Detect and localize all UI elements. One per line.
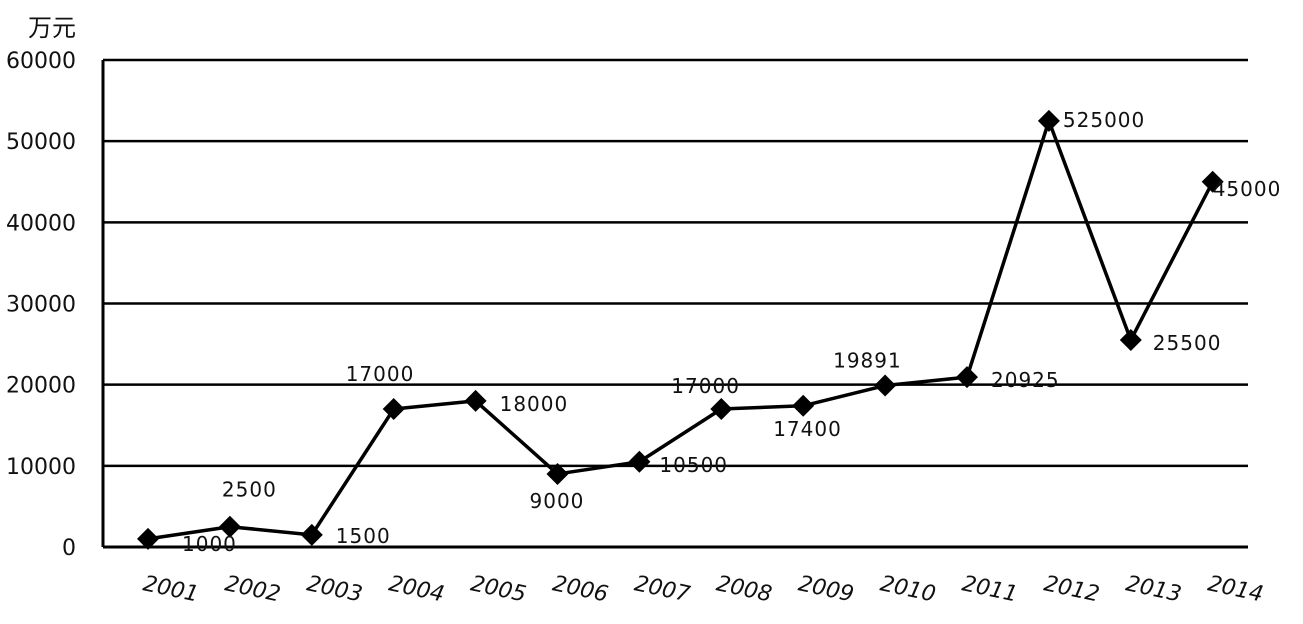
data-point-marker [956,366,978,389]
data-point-marker [382,398,405,421]
data-label: 19891 [833,349,902,373]
x-tick-label: 2013 [1124,571,1184,607]
x-tick-label: 2002 [223,571,283,607]
data-point-marker [1201,170,1224,193]
data-label: 10500 [659,453,728,477]
x-tick-label: 2008 [714,571,774,607]
series-line [147,119,1215,541]
x-tick-label: 2003 [305,571,365,607]
data-point-marker [546,462,569,485]
data-label: 17000 [346,362,415,386]
series-layer [137,109,1224,550]
y-tick-label: 0 [62,536,76,561]
data-label: 525000 [1063,108,1145,132]
x-axis-ticks: 2001 2002 2003 2004 2005 2006 2007 2008 2009 2010… [141,571,1266,607]
data-point-marker [218,515,241,538]
x-tick-label: 2012 [1042,571,1102,607]
data-point-marker [300,523,323,546]
data-label: 1500 [336,524,391,548]
data-label: 9000 [530,489,585,513]
y-tick-label: 50000 [6,130,76,155]
data-label: 20925 [991,368,1060,392]
x-tick-label: 2001 [141,571,201,607]
y-tick-label: 30000 [6,293,76,318]
x-tick-label: 2010 [878,571,938,607]
gridlines [101,58,1248,549]
x-tick-label: 2014 [1205,571,1265,607]
data-label: 17400 [773,417,842,441]
data-label: 2500 [222,478,277,502]
x-tick-label: 2005 [468,571,528,607]
y-tick-label: 40000 [6,211,76,236]
data-label: 1000 [182,532,237,556]
y-tick-label: 60000 [6,49,76,74]
x-tick-label: 2004 [386,571,446,607]
data-point-marker [792,394,815,417]
data-point-marker [464,389,487,412]
y-axis-unit-label: 万元 [28,14,76,42]
data-point-marker [628,450,651,473]
y-axis-ticks: 0 10000 20000 30000 40000 50000 60000 [6,49,76,561]
y-tick-label: 20000 [6,374,76,399]
data-point-marker [874,374,897,397]
x-tick-label: 2011 [960,571,1020,607]
data-label: 18000 [500,392,569,416]
data-label: 45000 [1213,177,1282,201]
data-point-marker [137,527,159,550]
data-label: 17000 [671,374,740,398]
data-labels: 1000 2500 1500 17000 18000 9000 10500 17000 1740… [182,108,1282,556]
y-tick-label: 10000 [6,455,76,480]
x-tick-label: 2007 [632,571,692,607]
data-point-marker [1037,109,1060,132]
data-label: 25500 [1153,331,1222,355]
data-point-marker [1119,329,1142,352]
x-tick-label: 2006 [550,571,610,607]
data-point-marker [710,398,733,421]
x-tick-label: 2009 [796,571,856,607]
